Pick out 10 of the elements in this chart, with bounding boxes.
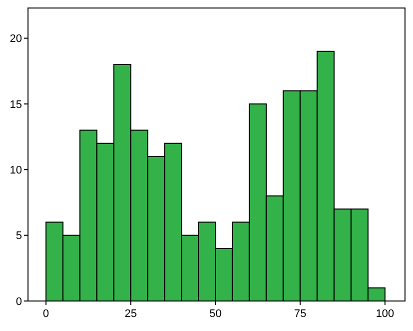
x-tick-label: 25 bbox=[124, 308, 137, 320]
x-tick-label: 75 bbox=[294, 308, 306, 320]
x-tick-label: 50 bbox=[209, 308, 222, 320]
y-tick-label: 0 bbox=[16, 296, 22, 308]
x-tick-label: 100 bbox=[376, 308, 394, 320]
y-tick-label: 5 bbox=[16, 230, 22, 242]
y-tick-label: 10 bbox=[10, 164, 22, 176]
x-tick-label: 0 bbox=[42, 308, 50, 320]
y-tick-label: 15 bbox=[10, 98, 22, 111]
y-tick-label: 20 bbox=[10, 33, 22, 46]
